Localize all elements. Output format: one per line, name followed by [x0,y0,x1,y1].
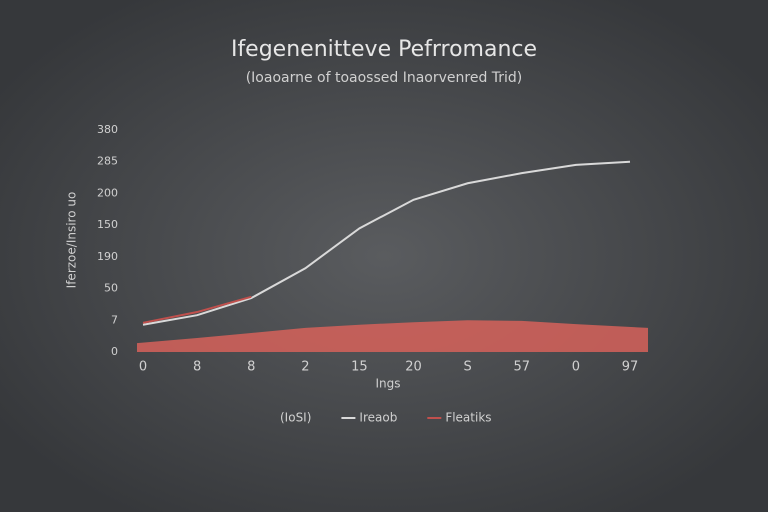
area [137,320,648,352]
legend-label: (IoSI) [280,411,311,425]
x-tick-label: 97 [622,360,639,375]
x-tick-label: 57 [514,360,531,375]
y-tick-label: 200 [97,186,118,199]
x-axis-label: Ings [375,377,400,391]
x-tick-label: 2 [301,360,309,375]
chart-subtitle: (Ioaoarne of toaossed Inaorvenred Trid) [246,70,523,86]
x-tick-label: 15 [351,360,368,375]
y-tick-label: 380 [97,123,118,136]
y-tick-label: 285 [97,155,118,168]
y-tick-label: 0 [111,345,118,358]
x-tick-label: 8 [247,360,255,375]
y-tick-label: 150 [97,218,118,231]
y-tick-label: 50 [104,282,118,295]
x-tick-label: 0 [139,360,147,375]
x-tick-label: 20 [405,360,422,375]
x-tick-label: S [464,360,472,375]
legend-label: Ireaob [359,411,397,425]
y-axis-label: Iferzoe/Insiro uo [65,192,79,289]
line [142,160,631,326]
chart-title: Ifegenenitteve Pefrromance [231,37,537,62]
y-tick-label: 190 [97,250,118,263]
legend-label: Fleatiks [445,411,491,425]
y-tick-label: 7 [111,313,118,326]
x-tick-label: 0 [572,360,580,375]
line [142,295,252,324]
x-tick-label: 8 [193,360,201,375]
